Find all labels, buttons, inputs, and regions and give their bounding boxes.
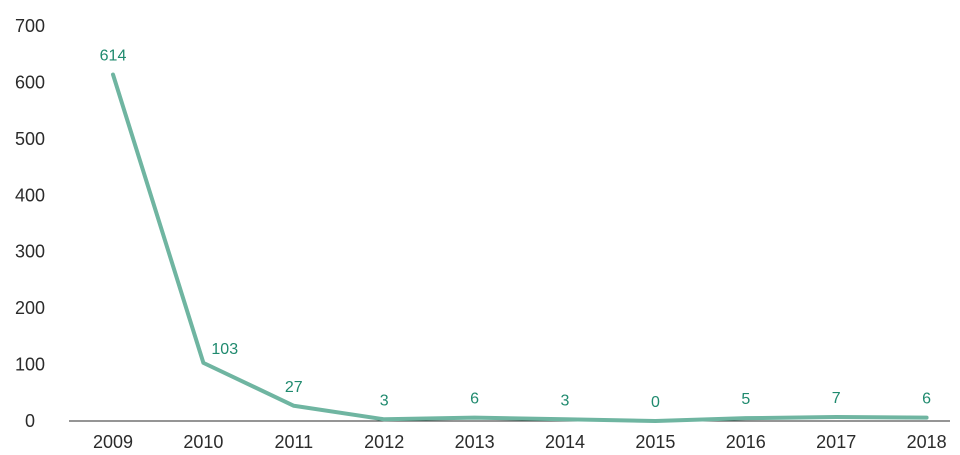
x-tick-label: 2014 [545, 432, 585, 452]
y-tick-label: 300 [15, 242, 45, 262]
y-tick-label: 100 [15, 355, 45, 375]
x-tick-label: 2018 [907, 432, 947, 452]
series-line [111, 72, 929, 423]
data-label: 103 [211, 341, 238, 358]
y-tick-label: 600 [15, 72, 45, 92]
data-label: 7 [832, 390, 841, 407]
x-tick-label: 2017 [816, 432, 856, 452]
data-labels: 614 103 27 3 6 3 0 5 7 6 [100, 48, 931, 411]
data-label: 6 [922, 391, 931, 408]
y-tick-label: 0 [25, 411, 35, 431]
x-axis-ticks: 2009 2010 2011 2012 2013 2014 2015 2016 2017 2018 [93, 432, 947, 452]
x-tick-label: 2013 [455, 432, 495, 452]
data-label: 3 [561, 392, 570, 409]
data-label: 5 [741, 391, 750, 408]
y-tick-label: 700 [15, 16, 45, 36]
y-axis-ticks: 0 100 200 300 400 500 600 700 [15, 16, 45, 431]
data-label: 3 [380, 392, 389, 409]
y-tick-label: 200 [15, 298, 45, 318]
x-tick-label: 2011 [274, 432, 313, 452]
data-label: 27 [285, 379, 303, 396]
x-tick-label: 2016 [726, 432, 766, 452]
x-tick-label: 2012 [364, 432, 404, 452]
series-group [111, 72, 929, 423]
y-tick-label: 400 [15, 185, 45, 205]
y-tick-label: 500 [15, 129, 45, 149]
x-tick-label: 2010 [183, 432, 223, 452]
data-label: 0 [651, 394, 660, 411]
data-label: 6 [470, 391, 479, 408]
x-tick-label: 2009 [93, 432, 133, 452]
x-tick-label: 2015 [635, 432, 675, 452]
data-label: 614 [100, 48, 127, 65]
